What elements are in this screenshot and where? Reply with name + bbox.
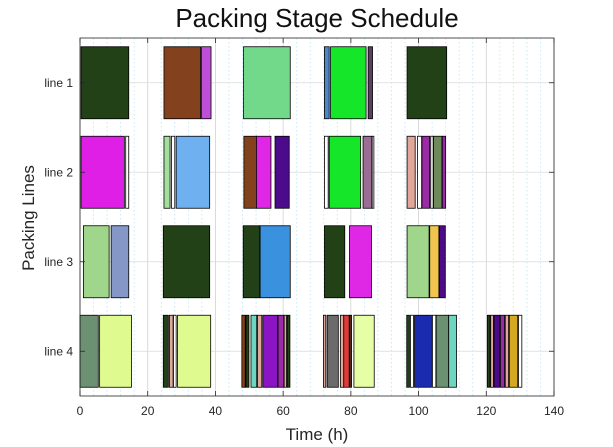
task-bar bbox=[243, 135, 257, 209]
task-bar bbox=[80, 135, 125, 209]
task-bar bbox=[362, 135, 373, 209]
task-bar bbox=[371, 135, 375, 209]
x-tick-label: 100 bbox=[409, 404, 429, 418]
task-bar bbox=[490, 314, 494, 388]
task-bar bbox=[486, 314, 491, 388]
task-bar bbox=[349, 225, 372, 299]
task-bar bbox=[171, 135, 176, 209]
task-bar bbox=[421, 135, 431, 209]
tasks-layer bbox=[79, 46, 523, 388]
tick-labels: 0 20 40 60 80 100 120 140 line 1 line 2 line 3 line… bbox=[44, 76, 564, 418]
axes-layer bbox=[79, 37, 555, 397]
x-tick-label: 0 bbox=[77, 404, 84, 418]
task-bar bbox=[430, 135, 434, 209]
task-bar bbox=[274, 135, 290, 209]
task-bar bbox=[168, 314, 174, 388]
task-bar bbox=[330, 46, 367, 120]
task-bar bbox=[448, 314, 457, 388]
task-bar bbox=[82, 225, 110, 299]
task-bar bbox=[245, 314, 250, 388]
task-bar bbox=[283, 314, 287, 388]
task-bar bbox=[323, 314, 327, 388]
task-bar bbox=[406, 225, 430, 299]
task-bar bbox=[367, 46, 373, 120]
task-bar bbox=[177, 314, 212, 388]
task-bar bbox=[250, 314, 258, 388]
task-bar bbox=[343, 314, 350, 388]
x-axis-label: Time (h) bbox=[286, 425, 349, 444]
x-tick-label: 120 bbox=[476, 404, 496, 418]
task-bar bbox=[406, 46, 448, 120]
task-bar bbox=[324, 225, 346, 299]
y-tick-label: line 1 bbox=[44, 76, 73, 90]
task-bar bbox=[328, 135, 362, 209]
task-bar bbox=[243, 46, 291, 120]
x-tick-label: 80 bbox=[344, 404, 358, 418]
task-bar bbox=[162, 314, 169, 388]
task-bar bbox=[410, 314, 414, 388]
y-tick-label: line 3 bbox=[44, 255, 73, 269]
task-bar bbox=[441, 135, 447, 209]
y-tick-label: line 4 bbox=[44, 344, 73, 358]
x-tick-label: 40 bbox=[209, 404, 223, 418]
task-bar bbox=[175, 135, 211, 209]
task-bar bbox=[162, 225, 211, 299]
task-bar bbox=[277, 314, 285, 388]
task-bar bbox=[433, 135, 443, 209]
task-bar bbox=[99, 314, 132, 388]
task-bar bbox=[80, 46, 130, 120]
chart-title: Packing Stage Schedule bbox=[175, 3, 458, 33]
x-tick-label: 20 bbox=[141, 404, 155, 418]
task-bar bbox=[259, 225, 291, 299]
task-bar bbox=[257, 314, 263, 388]
task-bar bbox=[255, 135, 272, 209]
task-bar bbox=[349, 314, 352, 388]
task-bar bbox=[429, 225, 440, 299]
task-bar bbox=[173, 314, 177, 388]
task-bar bbox=[493, 314, 501, 388]
y-tick-label: line 2 bbox=[44, 165, 73, 179]
plot-frame bbox=[79, 37, 555, 397]
x-tick-label: 140 bbox=[544, 404, 564, 418]
task-bar bbox=[432, 314, 437, 388]
task-bar bbox=[435, 314, 450, 388]
task-bar bbox=[262, 314, 278, 388]
task-bar bbox=[438, 225, 446, 299]
task-bar bbox=[324, 46, 330, 120]
task-bar bbox=[163, 46, 201, 120]
task-bar bbox=[326, 314, 339, 388]
task-bar bbox=[417, 135, 423, 209]
x-tick-label: 60 bbox=[276, 404, 290, 418]
task-bar bbox=[163, 135, 171, 209]
y-axis-label: Packing Lines bbox=[19, 165, 38, 271]
task-bar bbox=[414, 314, 432, 388]
task-bar bbox=[500, 314, 505, 388]
task-bar bbox=[324, 135, 329, 209]
task-bar bbox=[406, 135, 416, 209]
task-bar bbox=[518, 314, 523, 388]
task-bar bbox=[406, 314, 410, 388]
task-bar bbox=[241, 314, 246, 388]
task-bar bbox=[242, 225, 261, 299]
task-bar bbox=[504, 314, 510, 388]
task-bar bbox=[286, 314, 291, 388]
task-bar bbox=[508, 314, 519, 388]
task-bar bbox=[339, 314, 345, 388]
task-bar bbox=[110, 225, 130, 299]
task-bar bbox=[125, 135, 130, 209]
task-bar bbox=[201, 46, 212, 120]
task-bar bbox=[353, 314, 375, 388]
